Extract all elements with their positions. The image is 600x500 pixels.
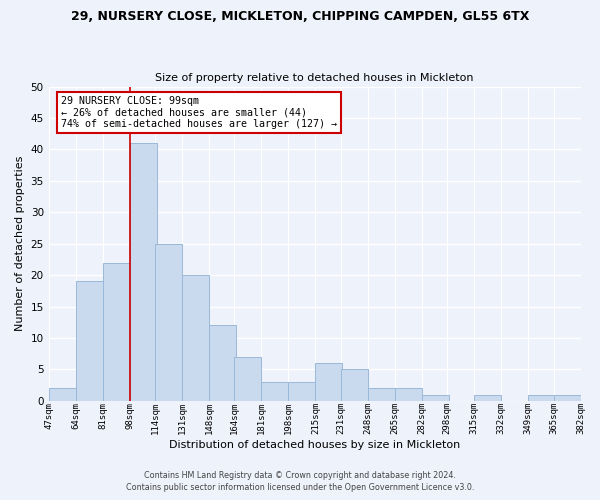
- Y-axis label: Number of detached properties: Number of detached properties: [15, 156, 25, 332]
- Bar: [474, 394, 501, 401]
- Bar: [103, 262, 130, 401]
- Title: Size of property relative to detached houses in Mickleton: Size of property relative to detached ho…: [155, 73, 474, 83]
- Bar: [130, 143, 157, 401]
- Text: 29, NURSERY CLOSE, MICKLETON, CHIPPING CAMPDEN, GL55 6TX: 29, NURSERY CLOSE, MICKLETON, CHIPPING C…: [71, 10, 529, 23]
- Bar: [49, 388, 76, 401]
- Bar: [182, 275, 209, 401]
- Text: Contains HM Land Registry data © Crown copyright and database right 2024.
Contai: Contains HM Land Registry data © Crown c…: [126, 471, 474, 492]
- Text: 29 NURSERY CLOSE: 99sqm
← 26% of detached houses are smaller (44)
74% of semi-de: 29 NURSERY CLOSE: 99sqm ← 26% of detache…: [61, 96, 337, 129]
- Bar: [368, 388, 395, 401]
- Bar: [316, 363, 343, 401]
- Bar: [341, 370, 368, 401]
- X-axis label: Distribution of detached houses by size in Mickleton: Distribution of detached houses by size …: [169, 440, 460, 450]
- Bar: [289, 382, 316, 401]
- Bar: [209, 326, 236, 401]
- Bar: [235, 357, 262, 401]
- Bar: [262, 382, 289, 401]
- Bar: [422, 394, 449, 401]
- Bar: [554, 394, 581, 401]
- Bar: [76, 282, 103, 401]
- Bar: [395, 388, 422, 401]
- Bar: [528, 394, 555, 401]
- Bar: [155, 244, 182, 401]
